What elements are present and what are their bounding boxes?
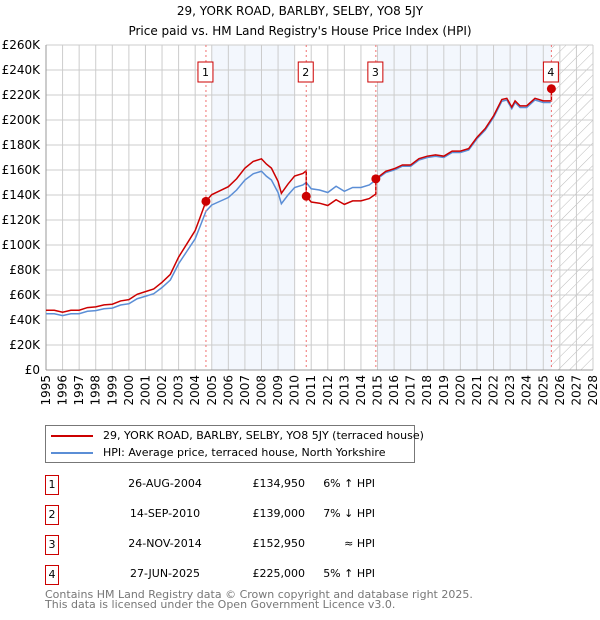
x-tick-label: 2010 xyxy=(288,375,302,406)
y-tick-label: £40K xyxy=(9,313,41,327)
x-tick-label: 2024 xyxy=(520,375,534,406)
sale-date: 26-AUG-2004 xyxy=(128,477,202,490)
sale-label-box xyxy=(542,61,559,83)
sale-date: 14-SEP-2010 xyxy=(129,507,201,520)
price-line xyxy=(46,88,553,313)
sale-label: 2 xyxy=(302,66,309,79)
sale-number: 1 xyxy=(45,475,59,495)
x-tick-label: 1995 xyxy=(39,375,53,406)
x-tick-label: 2002 xyxy=(155,375,169,406)
sale-hpi-diff: 6% ↑ HPI xyxy=(323,477,375,490)
y-tick-label: £120K xyxy=(2,213,42,227)
legend-swatch-price xyxy=(51,434,93,437)
sale-price: £139,000 xyxy=(252,507,306,520)
sale-hpi-diff: 7% ↓ HPI xyxy=(323,507,375,520)
sale-label-box xyxy=(297,61,314,83)
x-tick-label: 2012 xyxy=(321,375,335,406)
y-tick-label: £100K xyxy=(2,238,42,252)
x-tick-label: 2027 xyxy=(569,375,583,406)
hpi-line xyxy=(46,99,551,317)
legend-item-hpi: HPI: Average price, terraced house, Nort… xyxy=(51,446,385,459)
sale-label-box xyxy=(197,61,214,83)
sale-price: £152,950 xyxy=(252,537,306,550)
x-tick-label: 2005 xyxy=(205,375,219,406)
legend-label-price: 29, YORK ROAD, BARLBY, SELBY, YO8 5JY (t… xyxy=(103,429,424,442)
y-tick-label: £240K xyxy=(2,63,42,77)
chart-subtitle: Price paid vs. HM Land Registry's House … xyxy=(128,24,471,38)
x-tick-label: 2011 xyxy=(304,375,318,406)
x-tick-label: 2023 xyxy=(503,375,517,406)
x-tick-label: 2019 xyxy=(437,375,451,406)
y-tick-label: £180K xyxy=(2,138,42,152)
footer-licence: This data is licensed under the Open Gov… xyxy=(45,598,396,611)
sale-hpi-diff: 5% ↑ HPI xyxy=(323,567,375,580)
x-tick-label: 2017 xyxy=(404,375,418,406)
x-tick-label: 2014 xyxy=(354,375,368,406)
sale-row: 4 27-JUN-2025 £225,000 5% ↑ HPI xyxy=(45,565,375,585)
y-tick-label: £160K xyxy=(2,163,42,177)
chart-title: 29, YORK ROAD, BARLBY, SELBY, YO8 5JY xyxy=(177,4,424,18)
sale-date: 27-JUN-2025 xyxy=(129,567,201,580)
sale-date: 24-NOV-2014 xyxy=(128,537,202,550)
x-tick-label: 2018 xyxy=(420,375,434,406)
sale-point xyxy=(371,174,381,184)
x-tick-label: 2004 xyxy=(188,375,202,406)
x-tick-label: 2006 xyxy=(221,375,235,406)
sale-point xyxy=(546,84,556,94)
x-tick-label: 2028 xyxy=(586,375,600,406)
sale-point xyxy=(301,191,311,201)
y-tick-label: £20K xyxy=(9,338,41,352)
x-tick-label: 2001 xyxy=(138,375,152,406)
legend-label-hpi: HPI: Average price, terraced house, Nort… xyxy=(103,446,386,459)
sale-number: 3 xyxy=(45,535,59,555)
x-tick-label: 2020 xyxy=(453,375,467,406)
sale-price: £134,950 xyxy=(252,477,306,490)
y-tick-label: £60K xyxy=(9,288,41,302)
x-tick-label: 2009 xyxy=(271,375,285,406)
legend-item-price: 29, YORK ROAD, BARLBY, SELBY, YO8 5JY (t… xyxy=(51,429,424,442)
y-tick-label: £80K xyxy=(9,263,41,277)
sale-row: 2 14-SEP-2010 £139,000 7% ↓ HPI xyxy=(45,505,375,525)
chart-legend: 29, YORK ROAD, BARLBY, SELBY, YO8 5JY (t… xyxy=(45,425,424,463)
x-tick-label: 2008 xyxy=(254,375,268,406)
y-tick-label: £260K xyxy=(2,38,42,52)
y-tick-label: £200K xyxy=(2,113,42,127)
sale-label: 4 xyxy=(547,66,554,79)
sale-row: 3 24-NOV-2014 £152,950 ≈ HPI xyxy=(45,535,375,555)
y-tick-label: £0 xyxy=(25,363,40,377)
x-tick-label: 2021 xyxy=(470,375,484,406)
x-tick-label: 2015 xyxy=(371,375,385,406)
sale-point xyxy=(201,196,211,206)
x-tick-label: 2007 xyxy=(238,375,252,406)
x-tick-label: 1999 xyxy=(105,375,119,406)
sale-label-box xyxy=(367,61,384,83)
x-tick-label: 2000 xyxy=(122,375,136,406)
x-tick-label: 2022 xyxy=(487,375,501,406)
x-tick-label: 2026 xyxy=(553,375,567,406)
y-tick-label: £220K xyxy=(2,88,42,102)
x-tick-label: 2025 xyxy=(536,375,550,406)
x-tick-label: 2003 xyxy=(172,375,186,406)
sale-label: 3 xyxy=(372,66,379,79)
sale-label: 1 xyxy=(202,66,209,79)
forecast-hatch xyxy=(551,45,593,370)
x-tick-label: 1997 xyxy=(72,375,86,406)
shaded-period xyxy=(211,45,295,370)
sale-row: 1 26-AUG-2004 £134,950 6% ↑ HPI xyxy=(45,475,375,495)
y-tick-label: £140K xyxy=(2,188,42,202)
sale-hpi-diff: ≈ HPI xyxy=(344,537,375,550)
sale-price: £225,000 xyxy=(252,567,306,580)
price-chart: 29, YORK ROAD, BARLBY, SELBY, YO8 5JY Pr… xyxy=(2,4,600,406)
sale-number: 2 xyxy=(45,505,59,525)
x-tick-label: 2016 xyxy=(387,375,401,406)
footer-copyright: Contains HM Land Registry data © Crown c… xyxy=(45,588,473,601)
x-tick-label: 2013 xyxy=(337,375,351,406)
sale-number: 4 xyxy=(45,565,59,585)
legend-swatch-hpi xyxy=(51,451,93,454)
x-tick-label: 1996 xyxy=(56,375,70,406)
x-tick-label: 1998 xyxy=(89,375,103,406)
shaded-period xyxy=(377,45,552,370)
